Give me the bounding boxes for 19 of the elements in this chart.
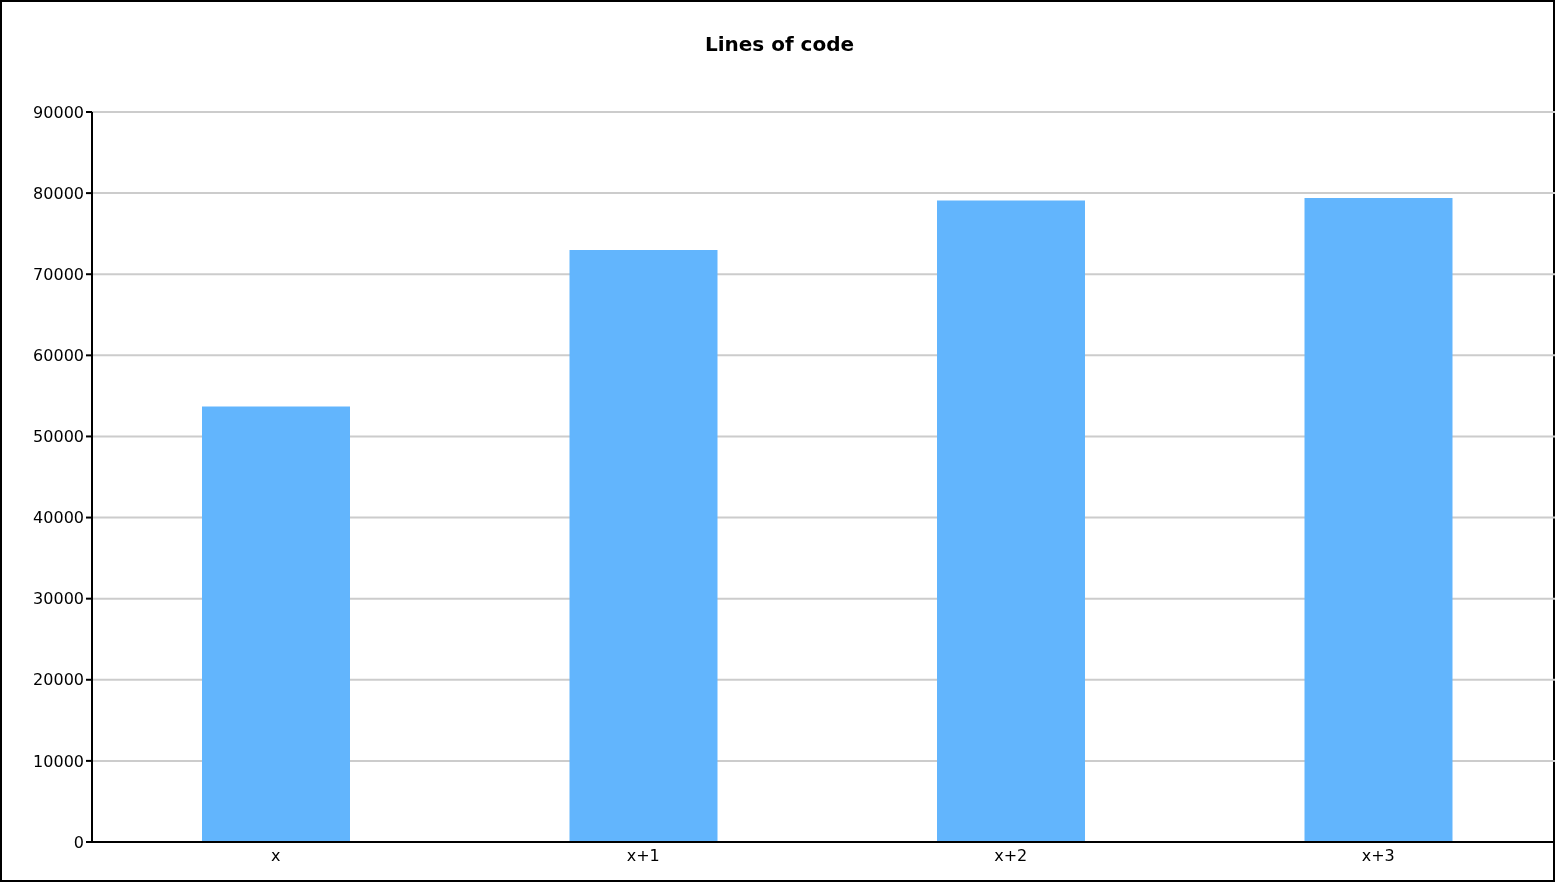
y-tick-label: 80000 — [33, 183, 84, 203]
x-tick-label: x+2 — [994, 846, 1028, 866]
y-tick-label: 30000 — [33, 589, 84, 609]
x-tick-label: x+1 — [626, 846, 660, 866]
bar — [569, 249, 718, 842]
y-tick-label: 70000 — [33, 264, 84, 284]
y-tick-label: 0 — [73, 832, 84, 852]
x-tick-label: x+3 — [1361, 846, 1395, 866]
y-tick-label: 20000 — [33, 670, 84, 690]
x-tick-label: x — [271, 846, 281, 866]
bar — [202, 406, 350, 842]
y-tick-label: 90000 — [33, 102, 84, 122]
y-tick-label: 50000 — [33, 427, 84, 447]
y-tick-label: 40000 — [33, 508, 84, 528]
bar — [937, 200, 1085, 842]
y-tick-label: 10000 — [33, 751, 84, 771]
chart-title: Lines of code — [703, 32, 856, 56]
bar — [1304, 197, 1453, 842]
y-tick-label: 60000 — [33, 346, 84, 366]
